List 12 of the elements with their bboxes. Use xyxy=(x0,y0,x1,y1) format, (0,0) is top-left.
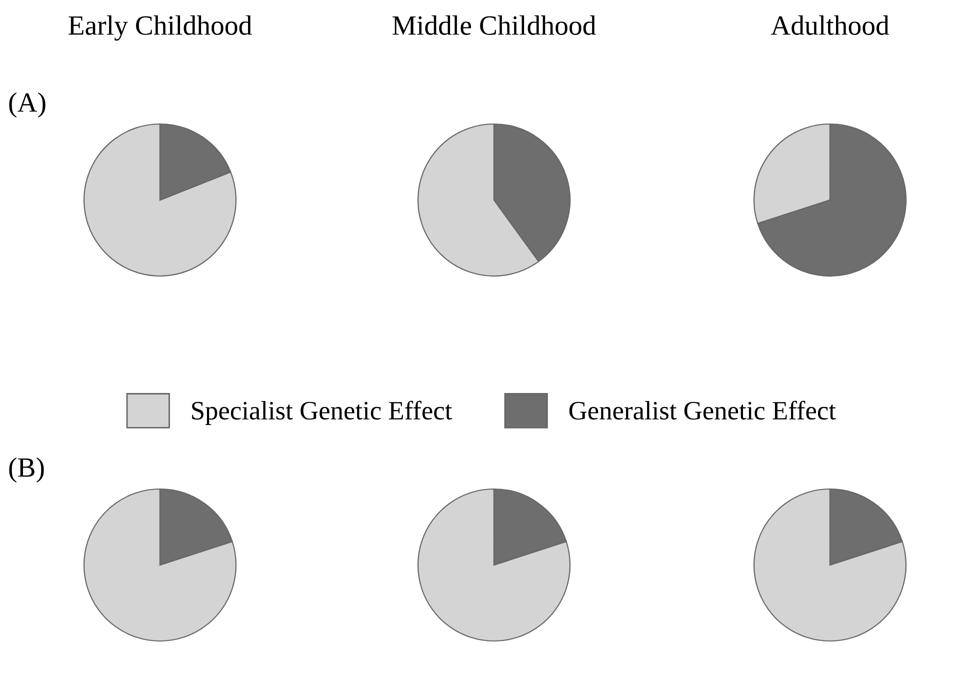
pie-slice xyxy=(83,123,237,277)
pie-slice xyxy=(417,488,571,642)
pie-slice xyxy=(83,488,237,642)
legend-label: Specialist Genetic Effect xyxy=(192,400,452,425)
pie-slice xyxy=(753,488,907,642)
legend-label: Generalist Genetic Effect xyxy=(569,400,836,420)
pie-slice xyxy=(757,123,907,277)
chart-title: Early Childhood xyxy=(68,15,252,41)
chart-title: Adulthood xyxy=(770,15,890,35)
chart-title: Middle Childhood xyxy=(392,15,596,35)
text: (B) xyxy=(9,457,44,483)
text: (A) xyxy=(9,92,46,118)
